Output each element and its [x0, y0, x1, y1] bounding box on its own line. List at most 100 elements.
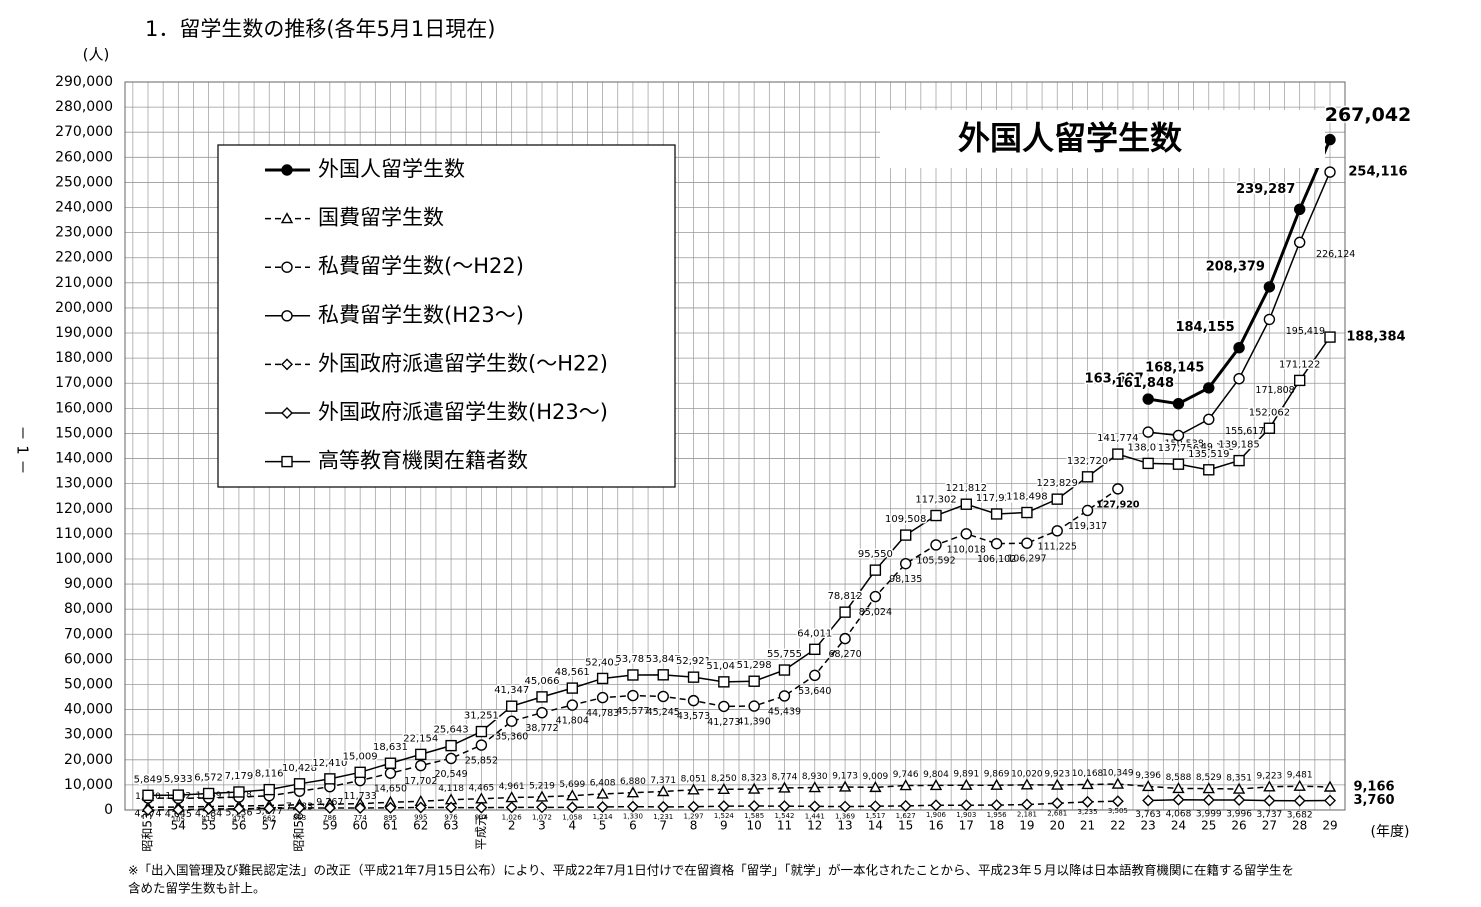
data-label: 123,829 — [1037, 478, 1078, 489]
marker — [1263, 281, 1276, 293]
y-tick-label: 280,000 — [55, 99, 113, 115]
x-tick-label: 24 — [1171, 819, 1186, 833]
plot-frame — [124, 81, 1346, 811]
data-label: 1,026 — [502, 813, 523, 821]
marker — [929, 778, 943, 791]
x-tick-label: 23 — [1141, 819, 1156, 833]
marker — [1293, 374, 1306, 387]
marker — [627, 669, 639, 681]
marker — [1324, 166, 1336, 178]
data-label: 45,577 — [616, 706, 649, 717]
data-label: 1,524 — [714, 812, 735, 820]
marker — [627, 689, 639, 702]
marker — [1203, 464, 1215, 476]
page-number: － 1 － — [14, 425, 32, 474]
data-label: 8,774 — [772, 772, 798, 782]
data-label: 111,225 — [1038, 541, 1077, 552]
data-label: 98,135 — [889, 574, 922, 585]
x-tick-label: 5 — [599, 819, 607, 833]
data-label: 53,640 — [798, 686, 831, 697]
x-tick-label: 54 — [171, 819, 186, 833]
marker — [475, 725, 488, 738]
marker — [596, 691, 609, 704]
data-label: 105 — [172, 816, 185, 824]
legend-label: 国費留学生数 — [318, 206, 444, 230]
marker — [1172, 458, 1185, 470]
data-label: 3,737 — [1257, 810, 1283, 820]
data-label: 85,024 — [859, 607, 892, 618]
marker — [687, 783, 700, 795]
marker — [1324, 133, 1336, 146]
marker — [717, 800, 730, 813]
marker — [505, 715, 518, 727]
data-label: 7,371 — [650, 776, 676, 786]
x-tick-label: 10 — [747, 819, 762, 833]
y-tick-label: 140,000 — [55, 451, 113, 467]
marker — [323, 802, 336, 815]
x-tick-label: 昭和58 — [292, 812, 306, 851]
data-label: 41,804 — [556, 716, 589, 727]
marker — [1172, 781, 1185, 794]
marker — [233, 786, 245, 798]
data-label: 117,302 — [915, 495, 956, 506]
data-label: 1,058 — [562, 813, 582, 821]
marker — [869, 590, 882, 603]
x-tick-label: 17 — [959, 819, 974, 833]
y-tick-label: 40,000 — [64, 702, 113, 718]
data-label: 1,369 — [835, 813, 855, 821]
data-label: 52,921 — [676, 656, 711, 667]
legend-label: 高等教育機関在籍者数 — [318, 449, 528, 473]
data-label: 41,273 — [707, 717, 740, 728]
legend-label: 外国人留学生数 — [318, 157, 465, 181]
marker — [596, 787, 609, 799]
data-label: 4,118 — [438, 784, 464, 794]
x-tick-label: 11 — [777, 819, 792, 833]
data-label: 3,760 — [1353, 793, 1394, 808]
marker — [1142, 393, 1154, 405]
marker — [748, 675, 760, 687]
marker — [1293, 203, 1306, 216]
data-label: 121,812 — [946, 483, 987, 494]
marker — [838, 780, 852, 792]
marker — [1111, 795, 1124, 808]
data-label: 9,869 — [984, 770, 1010, 780]
data-label: 41,390 — [738, 717, 771, 728]
data-label: 239,287 — [1236, 182, 1295, 197]
data-label: 9,891 — [953, 770, 979, 780]
y-tick-label: 170,000 — [55, 375, 113, 391]
x-tick-label: 14 — [868, 819, 883, 833]
marker — [1233, 342, 1245, 354]
marker — [1021, 537, 1033, 549]
marker — [445, 801, 458, 814]
marker — [293, 778, 306, 790]
marker — [839, 632, 851, 645]
data-label: 1,542 — [774, 812, 794, 820]
legend-marker — [281, 407, 293, 419]
data-label: 4,068 — [1166, 809, 1192, 819]
marker — [202, 787, 215, 800]
marker — [839, 800, 852, 813]
x-tick-label: 昭和53 — [141, 812, 155, 851]
x-axis-label: (年度) — [1371, 824, 1410, 840]
x-tick-label: 4 — [568, 819, 576, 833]
data-label: 171,808 — [1255, 385, 1294, 396]
data-label: 188,384 — [1346, 330, 1405, 345]
marker — [1233, 373, 1245, 385]
x-tick-label: 19 — [1019, 819, 1034, 833]
y-tick-label: 30,000 — [64, 727, 113, 743]
series-line — [147, 783, 1331, 809]
marker — [626, 786, 640, 798]
data-label: 995 — [414, 814, 427, 822]
y-tick-label: 0 — [104, 802, 113, 818]
marker — [566, 682, 579, 694]
x-tick-label: 22 — [1110, 819, 1125, 833]
data-label: 9,173 — [832, 771, 858, 781]
marker — [536, 801, 548, 814]
y-tick-label: 120,000 — [55, 501, 113, 517]
x-tick-label: 29 — [1322, 819, 1337, 833]
marker — [717, 782, 731, 794]
marker — [687, 694, 700, 707]
marker — [354, 802, 367, 815]
marker — [1141, 779, 1155, 792]
data-label: 5,933 — [164, 774, 193, 785]
